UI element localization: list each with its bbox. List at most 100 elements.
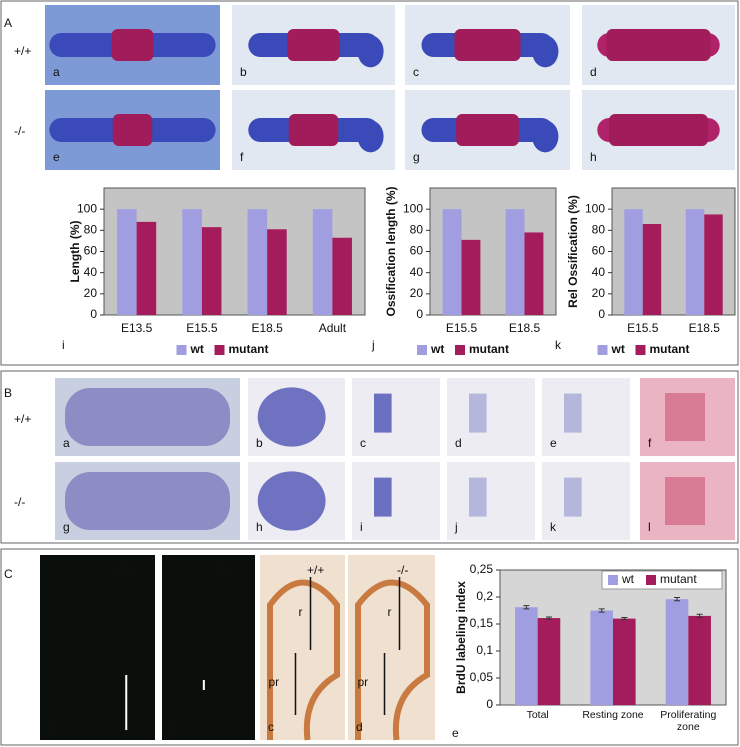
bar (267, 229, 287, 315)
genotype-label: -/- (397, 563, 408, 577)
image (162, 555, 255, 740)
image-letter: a (48, 720, 55, 734)
x-tick-label-box: Total (526, 709, 549, 721)
legend-label: wt (190, 342, 204, 356)
legend-swatch (608, 575, 618, 585)
bar (515, 607, 538, 705)
zone-label: pr (269, 675, 280, 689)
image (542, 462, 630, 540)
y-tick-label: 40 (410, 265, 424, 279)
image (352, 378, 440, 456)
image-shape (65, 388, 230, 446)
y-tick-label: 60 (592, 244, 606, 258)
y-tick-label: 100 (77, 201, 97, 215)
image (40, 555, 155, 740)
image (352, 462, 440, 540)
genotype-label: +/+ (307, 563, 324, 577)
image-shape (532, 35, 559, 68)
legend-box (601, 570, 723, 590)
image-shape (357, 35, 384, 68)
y-axis-label: BrdU labeling index (454, 581, 468, 694)
panel-frame (0, 548, 739, 746)
image-letter: b (240, 65, 247, 79)
error-bar (696, 613, 703, 619)
error-bar (674, 597, 681, 602)
y-tick-label: 0 (486, 697, 493, 711)
image-shape (469, 477, 487, 517)
legend-swatch (455, 345, 465, 355)
image-shape (564, 393, 582, 433)
bar (590, 610, 613, 705)
panel-letter: i (62, 338, 65, 352)
x-tick-label: Total (526, 709, 549, 721)
genotype-label: +/+ (14, 412, 31, 426)
y-tick-label: 0 (598, 307, 605, 321)
image-shape (456, 114, 519, 146)
genotype-label: -/- (217, 563, 228, 577)
image-letter: c (413, 65, 419, 79)
x-tick-label: E15.5 (186, 321, 218, 335)
image (447, 462, 535, 540)
y-tick-label: 60 (84, 244, 98, 258)
image-letter: l (648, 520, 651, 534)
image-letter: f (240, 150, 244, 164)
image-shape (257, 387, 326, 447)
y-tick-label: 80 (592, 223, 606, 237)
y-axis-label: Length (%) (68, 221, 82, 283)
image-letter: e (53, 150, 60, 164)
bar (442, 209, 462, 315)
image-shape (665, 477, 705, 525)
y-tick-label: 0 (90, 307, 97, 321)
image-letter: h (590, 150, 597, 164)
legend-label: wt (430, 342, 444, 356)
genotype-label: +/+ (117, 563, 134, 577)
panel-frame (0, 0, 739, 366)
y-tick-label: 80 (410, 223, 424, 237)
zone-label: r (299, 605, 303, 619)
y-tick-label: 20 (592, 286, 606, 300)
y-tick-label: 60 (410, 244, 424, 258)
genotype-label: -/- (14, 495, 25, 509)
image-letter: i (360, 520, 363, 534)
image (542, 378, 630, 456)
bar (136, 221, 157, 315)
image-shape (357, 120, 384, 153)
bar (505, 209, 525, 315)
image-shape (532, 120, 559, 153)
legend-label: mutant (229, 342, 269, 356)
x-tick-label: E15.5 (446, 321, 478, 335)
error-bar (598, 608, 605, 613)
bar (624, 209, 643, 315)
image-letter: c (360, 436, 366, 450)
y-tick-label: 20 (84, 286, 98, 300)
x-tick-label: Proliferating zone (660, 709, 717, 733)
image-shape (564, 477, 582, 517)
bar (332, 237, 352, 315)
panel-label: B (4, 386, 12, 400)
panel-label: C (4, 567, 13, 581)
image-letter: c (268, 720, 274, 734)
image-letter: a (53, 65, 60, 79)
y-tick-label: 0 (416, 307, 423, 321)
x-tick-label: E13.5 (121, 321, 153, 335)
image-letter: f (648, 436, 652, 450)
error-bar (545, 616, 552, 620)
legend-swatch (646, 575, 656, 585)
image-shape (111, 29, 154, 61)
image-shape (469, 393, 487, 433)
x-tick-label: E18.5 (251, 321, 283, 335)
image-shape (112, 114, 153, 146)
bar (182, 209, 202, 315)
y-tick-label: 20 (410, 286, 424, 300)
image-shape (454, 29, 521, 61)
image-letter: b (256, 436, 263, 450)
legend-label: mutant (469, 342, 509, 356)
bar (524, 232, 544, 315)
image-shape (267, 579, 340, 741)
y-tick-label: 40 (592, 265, 606, 279)
legend-label: mutant (660, 572, 697, 586)
y-tick-label: 0,05 (470, 670, 494, 684)
image-letter: h (256, 520, 263, 534)
legend-swatch (597, 345, 608, 355)
